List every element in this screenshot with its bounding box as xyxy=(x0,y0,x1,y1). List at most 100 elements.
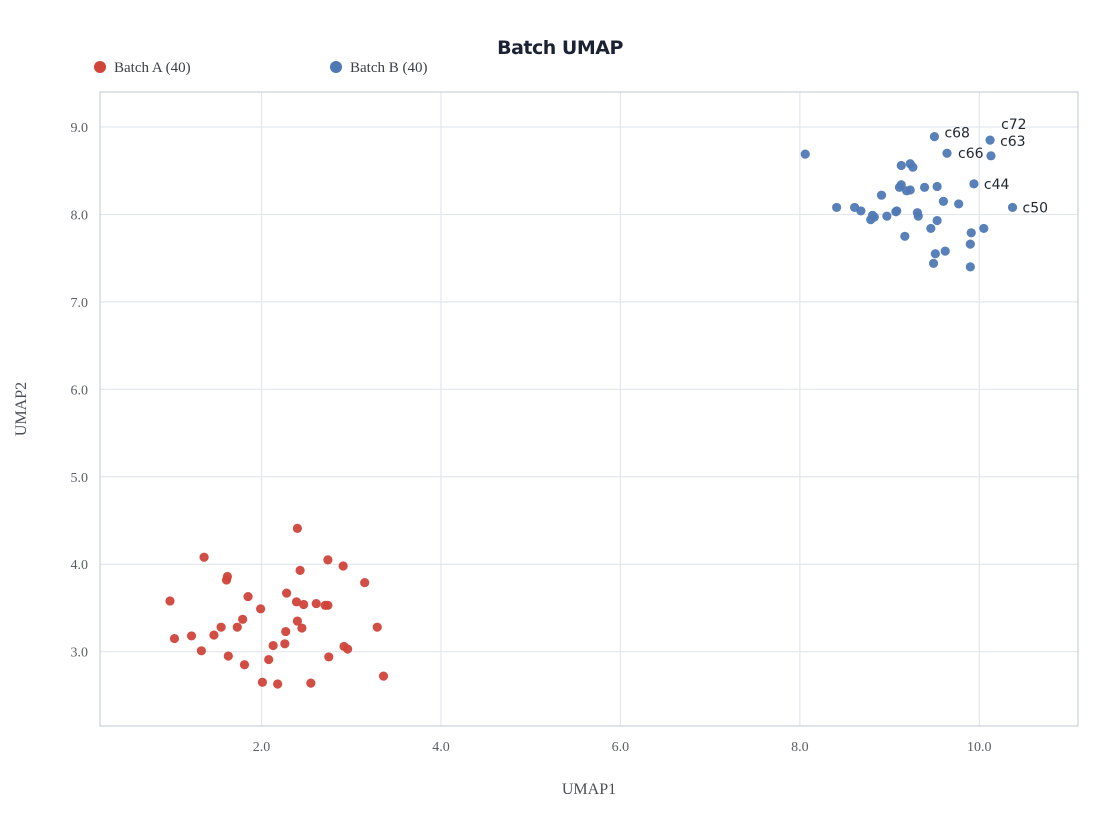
legend: Batch A (40) Batch B (40) xyxy=(94,60,427,76)
data-point xyxy=(929,131,940,142)
data-point xyxy=(256,604,266,614)
data-point xyxy=(378,671,389,681)
data-point xyxy=(926,223,936,234)
data-point xyxy=(942,148,952,158)
data-point xyxy=(222,571,233,582)
plot-frame xyxy=(99,91,1079,727)
legend-label-batch-b: Batch B (40) xyxy=(350,60,427,76)
y-tick-label: 3.0 xyxy=(71,646,89,661)
x-tick-label: 4.0 xyxy=(432,740,450,755)
point-annotation: c50 xyxy=(1023,200,1049,216)
x-axis-label: UMAP1 xyxy=(562,781,616,798)
x-tick-label: 2.0 xyxy=(253,740,271,755)
data-point xyxy=(311,598,321,609)
legend-item-batch-a: Batch A (40) xyxy=(94,60,191,76)
data-point xyxy=(280,639,290,649)
data-point xyxy=(1007,202,1018,213)
data-point xyxy=(913,211,923,221)
data-point xyxy=(295,565,305,575)
data-point xyxy=(243,591,253,602)
data-point xyxy=(930,249,940,259)
data-point xyxy=(297,623,307,633)
x-tick-label: 8.0 xyxy=(791,740,809,755)
data-point xyxy=(268,640,278,651)
data-point xyxy=(324,652,334,662)
data-point xyxy=(343,644,353,654)
grid xyxy=(100,92,1078,726)
legend-label-batch-a: Batch A (40) xyxy=(114,60,191,76)
legend-marker-batch-b xyxy=(330,61,342,73)
data-point xyxy=(292,616,302,626)
data-point xyxy=(209,630,219,640)
legend-item-batch-b: Batch B (40) xyxy=(330,60,427,76)
data-point xyxy=(985,135,995,145)
data-point xyxy=(238,614,248,624)
data-point xyxy=(932,181,942,192)
data-point xyxy=(299,599,309,610)
data-point xyxy=(892,206,902,216)
y-tick-label: 9.0 xyxy=(71,121,89,136)
data-point xyxy=(856,206,866,216)
data-point xyxy=(896,160,906,171)
point-annotation: c44 xyxy=(984,177,1010,193)
point-annotation: c72 xyxy=(1001,117,1027,133)
point-annotation: c68 xyxy=(944,126,970,142)
y-tick-label: 7.0 xyxy=(71,296,89,311)
data-point xyxy=(372,622,382,632)
data-point xyxy=(896,180,906,190)
data-point xyxy=(954,199,964,209)
x-tick-label: 10.0 xyxy=(967,740,992,755)
data-point xyxy=(239,660,250,670)
chart-title: Batch UMAP xyxy=(497,37,623,59)
y-tick-label: 6.0 xyxy=(71,383,89,398)
y-tick-label: 4.0 xyxy=(71,558,89,573)
data-point xyxy=(965,262,975,272)
data-point xyxy=(882,211,892,221)
data-point xyxy=(292,523,302,533)
data-point xyxy=(223,651,233,661)
data-point xyxy=(986,151,996,161)
data-point xyxy=(273,679,283,689)
data-point xyxy=(965,239,975,249)
data-point xyxy=(938,196,949,206)
data-point xyxy=(900,231,910,241)
data-points xyxy=(165,131,1018,689)
data-point xyxy=(876,190,887,200)
data-point xyxy=(940,246,950,256)
data-point xyxy=(928,258,939,268)
data-point xyxy=(264,654,274,665)
y-tick-label: 5.0 xyxy=(71,471,89,486)
point-annotation: c63 xyxy=(1000,134,1026,150)
data-point xyxy=(869,212,879,222)
data-point xyxy=(905,185,915,195)
data-point xyxy=(338,561,348,571)
data-point xyxy=(257,677,268,687)
data-point xyxy=(216,622,226,632)
y-axis-label: UMAP2 xyxy=(13,382,30,436)
tick-labels: 2.0 4.0 6.0 8.0 10.0 3.0 4.0 5.0 6.0 7.0 8.0 9.0 xyxy=(71,121,992,755)
data-point xyxy=(832,202,842,213)
data-point xyxy=(186,631,197,641)
data-point xyxy=(165,596,175,606)
data-point xyxy=(169,633,180,644)
data-point xyxy=(932,215,942,226)
data-point xyxy=(979,223,989,234)
data-point xyxy=(232,622,242,632)
data-point xyxy=(306,678,316,688)
data-point xyxy=(199,552,209,562)
data-point xyxy=(908,162,918,172)
data-point xyxy=(323,600,333,610)
series-batch-b xyxy=(800,131,1018,272)
legend-marker-batch-a xyxy=(94,61,106,73)
y-tick-label: 8.0 xyxy=(71,208,89,223)
data-point xyxy=(966,228,976,238)
data-point xyxy=(291,597,302,607)
data-point xyxy=(282,588,292,598)
data-point xyxy=(800,149,810,159)
data-point xyxy=(919,182,930,192)
data-point xyxy=(196,646,206,656)
data-point xyxy=(969,179,979,189)
x-tick-label: 6.0 xyxy=(612,740,630,755)
